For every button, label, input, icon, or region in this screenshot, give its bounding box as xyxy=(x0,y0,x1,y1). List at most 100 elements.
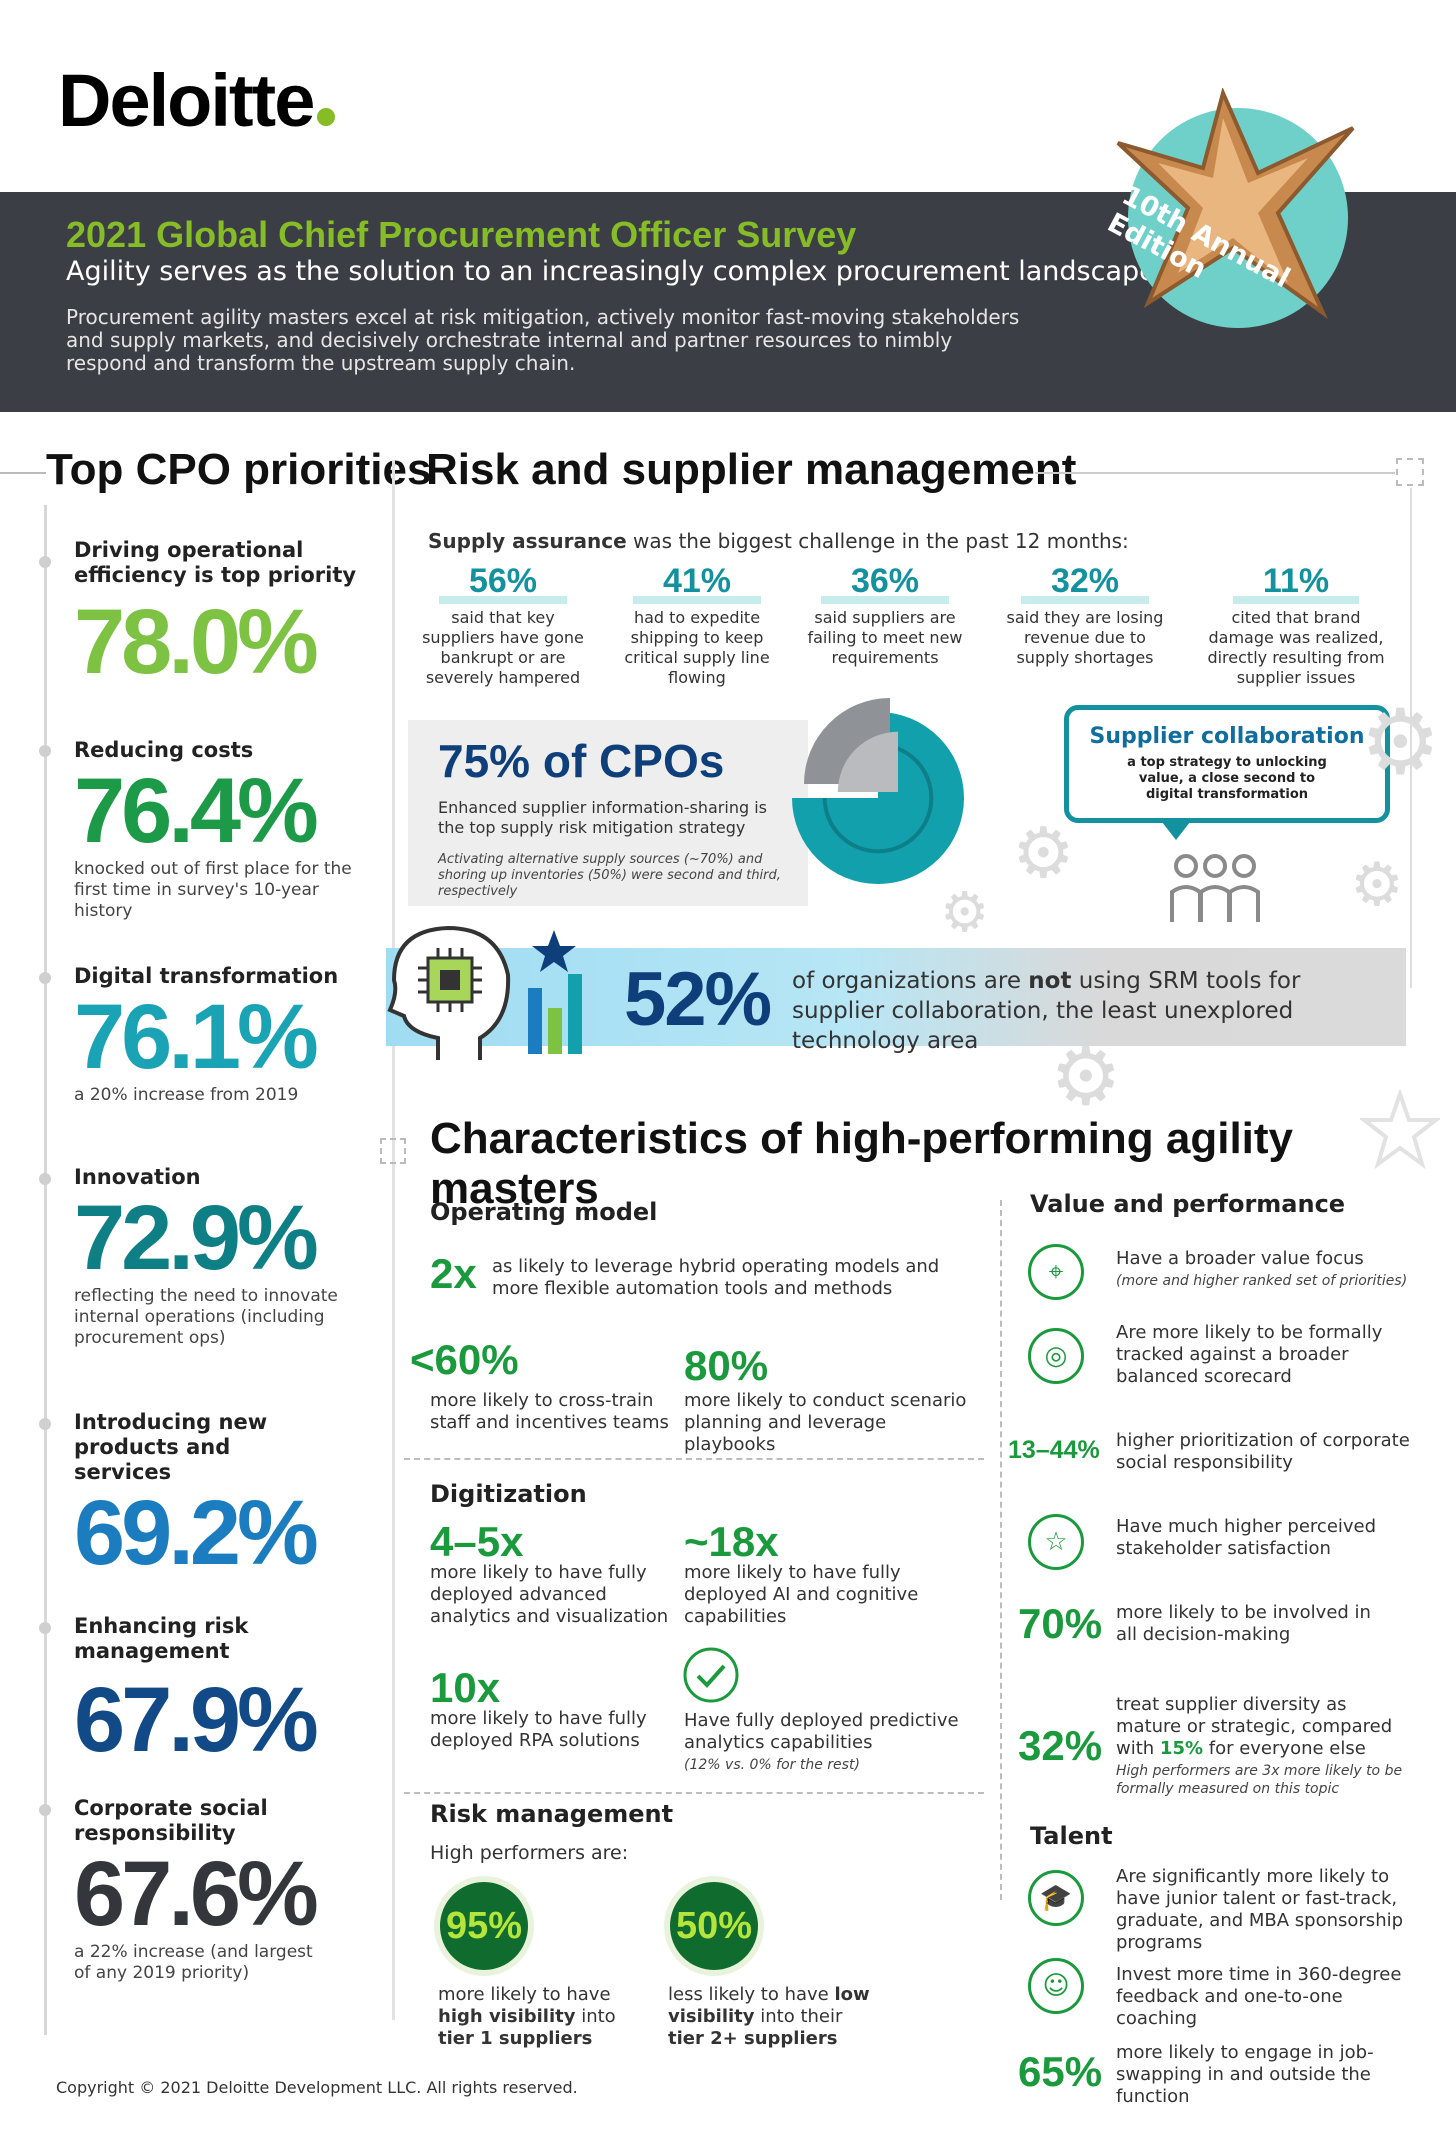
timeline-dot xyxy=(39,1418,51,1430)
divider xyxy=(1000,1200,1002,1900)
cpo-pie-chart xyxy=(792,698,964,884)
priority-value: 67.9% xyxy=(74,1669,319,1771)
priority-item: Introducing new products and services 69… xyxy=(74,1410,334,1581)
risk-stat: 11% cited that brand damage was realized,… xyxy=(1206,564,1386,688)
digitization-10x: 10x xyxy=(430,1664,501,1711)
priority-note: a 20% increase from 2019 xyxy=(74,1085,299,1105)
timeline-dot xyxy=(39,1804,51,1816)
digitization-18x: ~18x xyxy=(684,1518,779,1565)
value-item-3-value: 13–44% xyxy=(1008,1436,1100,1464)
graduation-cap-icon: 🎓 xyxy=(1028,1870,1084,1926)
talent-item-3: more likely to engage in job-swapping in… xyxy=(1116,2042,1374,2107)
risk-stat: 36% said suppliers are failing to meet ne… xyxy=(800,564,970,668)
digitization-4-5x: 4–5x xyxy=(430,1518,524,1565)
operating-model-60: <60% xyxy=(410,1336,519,1383)
priority-item: Corporate social responsibility 67.6% a … xyxy=(74,1796,324,1984)
timeline-dot xyxy=(39,1173,51,1185)
priority-value: 69.2% xyxy=(74,1482,319,1584)
cpo-box: 75% of CPOs Enhanced supplier informatio… xyxy=(408,720,808,906)
value-item-6-value: 32% xyxy=(1018,1722,1103,1769)
logo-dot xyxy=(317,108,336,126)
risk-stat-text: cited that brand damage was realized, di… xyxy=(1207,608,1385,687)
survey-subtitle: Agility serves as the solution to an inc… xyxy=(66,256,1156,287)
value-item-1: Have a broader value focus xyxy=(1116,1248,1364,1269)
timeline-dot xyxy=(39,972,51,984)
supply-assurance-intro: Supply assurance was the biggest challen… xyxy=(428,529,1129,553)
risk-stat: 56% said that key suppliers have gone ban… xyxy=(418,564,588,688)
star-outline-icon xyxy=(1360,1090,1440,1170)
priority-item: Enhancing risk management 67.9% xyxy=(74,1614,404,1768)
star-icon: ☆ xyxy=(1028,1514,1084,1570)
priority-item: Driving operational efficiency is top pr… xyxy=(74,538,404,690)
pie-slice-rest-inner xyxy=(837,731,898,792)
risk-stat: 41% had to expedite shipping to keep crit… xyxy=(612,564,782,688)
risk-stat-value: 41% xyxy=(632,564,762,604)
digitization-heading: Digitization xyxy=(430,1480,587,1508)
corner-marker xyxy=(380,1138,406,1164)
corner-marker xyxy=(1396,458,1424,486)
survey-title: 2021 Global Chief Procurement Officer Su… xyxy=(66,214,857,255)
priority-label: Enhancing risk management xyxy=(74,1614,249,1663)
operating-model-heading: Operating model xyxy=(430,1198,658,1226)
coaching-icon: ☺ xyxy=(1028,1958,1084,2014)
digitization-predictive-note: (12% vs. 0% for the rest) xyxy=(684,1757,860,1773)
value-heading: Value and performance xyxy=(1030,1190,1346,1218)
risk-95-text: more likely to have high visibility into… xyxy=(438,1984,616,2049)
value-item-4: Have much higher perceived stakeholder s… xyxy=(1116,1516,1377,1559)
risk-stat-text: said that key suppliers have gone bankru… xyxy=(422,608,584,687)
risk-95-badge: 95% xyxy=(434,1876,534,1976)
priority-value: 76.1% xyxy=(74,986,319,1088)
gear-icon: ⚙ xyxy=(1360,690,1441,795)
divider xyxy=(404,1792,984,1794)
cpo-note: Activating alternative supply sources (~… xyxy=(438,852,781,899)
risk-stat-value: 32% xyxy=(1020,564,1150,604)
priority-value: 67.6% xyxy=(74,1843,319,1945)
cpo-title: 75% of CPOs xyxy=(438,735,725,787)
timeline-line xyxy=(44,505,47,2035)
timeline-dot xyxy=(39,556,51,568)
digitization-18x-text: more likely to have fully deployed AI an… xyxy=(684,1562,919,1627)
divider xyxy=(404,1458,984,1460)
divider xyxy=(1410,488,1412,988)
divider xyxy=(0,472,46,474)
priority-label: Driving operational efficiency is top pr… xyxy=(74,538,357,587)
star-emblem-icon xyxy=(1116,88,1355,328)
cpo-text: Enhanced supplier information-sharing is… xyxy=(438,798,767,837)
priority-note: reflecting the need to innovate internal… xyxy=(74,1286,338,1348)
risk-heading: Risk and supplier management xyxy=(426,445,1077,494)
deloitte-logo: Deloitte xyxy=(58,58,336,143)
risk-50-text: less likely to have low visibility into … xyxy=(668,1984,870,2049)
head-chip-icon xyxy=(387,925,582,1060)
telescope-icon: ⌖ xyxy=(1028,1244,1084,1300)
priority-value: 76.4% xyxy=(74,760,319,862)
risk-stat-value: 56% xyxy=(438,564,568,604)
risk-stat-text: said suppliers are failing to meet new r… xyxy=(807,608,963,667)
priority-item: Innovation 72.9% reflecting the need to … xyxy=(74,1165,404,1349)
risk-50-badge: 50% xyxy=(664,1876,764,1976)
talent-item-1: Are significantly more likely to have ju… xyxy=(1116,1866,1404,1953)
operating-model-80: 80% xyxy=(684,1342,769,1389)
timeline-dot xyxy=(39,1622,51,1634)
risk-stat-text: had to expedite shipping to keep critica… xyxy=(624,608,770,687)
digitization-predictive-text: Have fully deployed predictive analytics… xyxy=(684,1710,959,1753)
value-item-5: more likely to be involved in all decisi… xyxy=(1116,1602,1371,1645)
digitization-10x-text: more likely to have fully deployed RPA s… xyxy=(430,1708,647,1751)
talent-item-3-value: 65% xyxy=(1018,2048,1103,2095)
target-icon: ◎ xyxy=(1028,1328,1084,1384)
gear-icon: ⚙ xyxy=(1350,850,1404,920)
value-item-2: Are more likely to be formally tracked a… xyxy=(1116,1322,1383,1387)
priority-label: Corporate social responsibility xyxy=(74,1796,268,1845)
timeline-dot xyxy=(39,745,51,757)
team-icon xyxy=(1162,822,1260,922)
priority-item: Digital transformation 76.1% a 20% incre… xyxy=(74,964,404,1106)
risk-management-heading: Risk management xyxy=(430,1800,674,1828)
value-item-5-value: 70% xyxy=(1018,1600,1103,1647)
copyright: Copyright © 2021 Deloitte Development LL… xyxy=(56,2078,578,2097)
divider xyxy=(1035,472,1395,474)
gear-icon: ⚙ xyxy=(1012,812,1075,894)
priorities-heading: Top CPO priorities xyxy=(46,445,432,494)
priority-note: a 22% increase (and largest of any 2019 … xyxy=(74,1942,313,1983)
risk-stat-value: 11% xyxy=(1232,564,1360,604)
value-item-6: treat supplier diversity as mature or st… xyxy=(1116,1694,1393,1759)
column-divider xyxy=(392,460,395,2020)
